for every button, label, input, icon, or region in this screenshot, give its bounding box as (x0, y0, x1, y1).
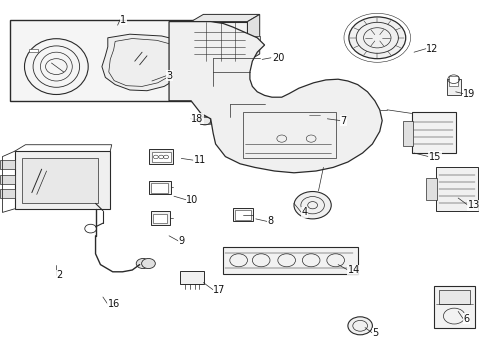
Text: 11: 11 (194, 155, 206, 165)
Text: 16: 16 (108, 299, 120, 309)
Polygon shape (191, 14, 260, 22)
Bar (247, 36, 260, 47)
Bar (303, 107, 326, 122)
Bar (153, 214, 167, 223)
Bar (10, 20, 198, 101)
Bar (149, 149, 173, 164)
Bar (15, 151, 110, 209)
Bar (191, 22, 247, 61)
Text: 20: 20 (272, 53, 284, 63)
Circle shape (199, 116, 211, 125)
Bar (243, 112, 336, 158)
Text: 18: 18 (191, 114, 203, 124)
Circle shape (142, 258, 155, 269)
Bar (29, 49, 38, 52)
Bar (0, 160, 15, 169)
Bar (305, 109, 324, 121)
Text: 10: 10 (186, 195, 198, 205)
Bar (0, 189, 15, 198)
Bar (233, 208, 253, 221)
Bar (403, 121, 413, 146)
Circle shape (294, 192, 331, 219)
Circle shape (348, 317, 372, 335)
Bar (439, 290, 470, 304)
Text: 5: 5 (372, 328, 379, 338)
Bar (151, 211, 170, 225)
Text: 17: 17 (213, 285, 225, 295)
Bar (180, 271, 204, 284)
Text: 14: 14 (348, 265, 360, 275)
Circle shape (349, 17, 406, 59)
Bar (235, 210, 251, 220)
Text: 15: 15 (429, 152, 441, 162)
Text: 2: 2 (56, 270, 63, 280)
Bar (0, 175, 15, 184)
Polygon shape (169, 22, 382, 173)
Bar (449, 76, 458, 86)
Text: 13: 13 (468, 200, 480, 210)
Bar (434, 286, 475, 328)
Bar (22, 158, 98, 203)
Text: 7: 7 (341, 116, 347, 126)
Bar (223, 247, 358, 274)
Circle shape (136, 258, 150, 269)
Bar (436, 167, 478, 211)
Text: 4: 4 (301, 207, 308, 217)
Bar (412, 112, 456, 153)
Text: 6: 6 (463, 314, 469, 324)
Polygon shape (247, 14, 260, 61)
Text: 1: 1 (120, 15, 126, 25)
Text: 3: 3 (167, 71, 172, 81)
Bar (149, 181, 171, 194)
Polygon shape (102, 34, 191, 91)
Bar (426, 178, 437, 200)
Bar (200, 117, 210, 124)
Text: 9: 9 (179, 236, 185, 246)
Text: 12: 12 (426, 44, 439, 54)
Bar (447, 79, 461, 95)
Bar (151, 183, 168, 193)
Bar (152, 152, 171, 162)
Text: 19: 19 (463, 89, 475, 99)
Text: 8: 8 (267, 216, 273, 226)
